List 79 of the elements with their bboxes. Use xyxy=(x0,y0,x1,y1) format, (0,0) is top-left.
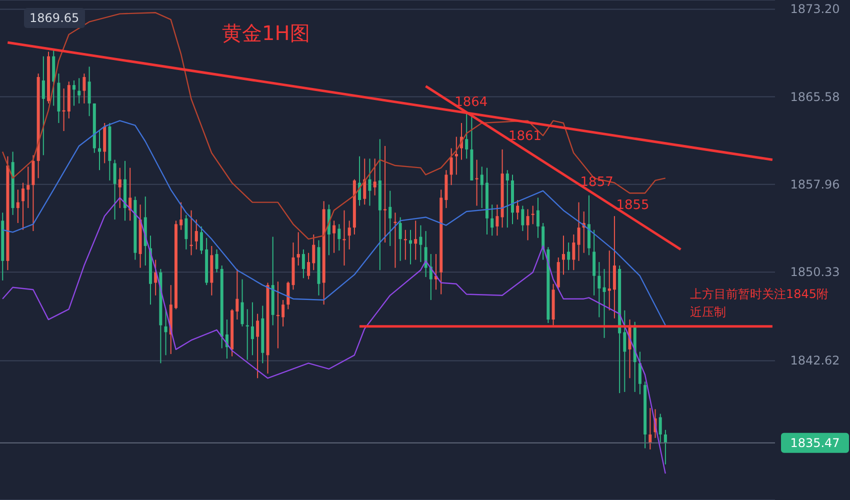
candlestick xyxy=(180,202,183,230)
candlestick xyxy=(526,208,530,241)
annotation: 1869.65 xyxy=(24,8,86,28)
y-tick-label: 1850.33 xyxy=(790,265,840,280)
candlestick xyxy=(664,429,667,465)
candlestick xyxy=(286,281,290,310)
candlestick xyxy=(598,262,601,318)
candlestick xyxy=(42,56,45,156)
candlestick xyxy=(282,300,285,327)
candlestick xyxy=(82,73,86,104)
candlestick xyxy=(648,408,652,450)
candlestick xyxy=(424,230,428,278)
candlestick xyxy=(577,202,580,262)
y-tick-label: 1857.96 xyxy=(790,177,840,192)
candlestick xyxy=(496,204,499,236)
candlestick xyxy=(22,182,25,230)
candlestick xyxy=(475,159,478,206)
candlestick xyxy=(363,158,366,206)
candlestick xyxy=(154,259,158,296)
candlestick xyxy=(373,158,376,196)
candlestick xyxy=(465,113,468,160)
candlestick xyxy=(88,66,91,117)
candlestick xyxy=(480,166,484,209)
candlestick xyxy=(454,136,458,176)
candlestick xyxy=(388,190,392,246)
candlestick xyxy=(490,204,494,236)
line-series xyxy=(2,12,666,240)
candlestick xyxy=(638,351,642,395)
candlestick xyxy=(26,166,30,209)
candlestick xyxy=(312,234,316,271)
candlestick xyxy=(200,226,203,255)
annotation: 1857 xyxy=(580,175,614,190)
candlestick xyxy=(516,200,520,220)
candlestick xyxy=(296,232,300,266)
candlestick xyxy=(398,216,402,262)
annotation: 1864 xyxy=(454,94,488,110)
candlestick xyxy=(332,220,336,254)
candlestick xyxy=(72,80,76,106)
candlestick xyxy=(368,158,372,206)
candlestick xyxy=(240,278,244,327)
candlestick xyxy=(307,252,310,280)
line-series xyxy=(2,120,666,326)
candlestick xyxy=(602,268,606,338)
candlestick xyxy=(384,145,387,244)
candlestick xyxy=(194,219,198,250)
candlestick xyxy=(338,224,341,252)
candlestick xyxy=(118,167,122,209)
text: 黄金1H图 xyxy=(222,20,310,47)
candlestick xyxy=(409,229,412,265)
candlestick xyxy=(567,242,570,271)
y-tick-label: 1873.20 xyxy=(790,2,840,16)
annotation: 1861 xyxy=(508,129,542,144)
candlestick xyxy=(623,310,626,392)
candlestick xyxy=(506,170,509,228)
candlestick xyxy=(572,234,576,271)
candlestick xyxy=(16,189,20,224)
line-series xyxy=(2,197,666,474)
candlestick xyxy=(414,220,418,260)
y-tick-label: 1865.58 xyxy=(790,90,840,104)
y-tick-label: 1842.62 xyxy=(790,354,840,368)
candlestick xyxy=(348,220,351,250)
y-tick-label: 1835.47 xyxy=(790,436,840,450)
candlestick xyxy=(419,224,422,263)
annotation: 1855 xyxy=(616,198,650,214)
candlestick xyxy=(78,78,81,104)
annotation: 上方目前暂时关注1845附近压制 xyxy=(690,286,830,321)
candlestick xyxy=(236,268,239,320)
candlestick xyxy=(250,302,254,356)
candlestick xyxy=(658,413,662,444)
candlestick xyxy=(450,148,453,186)
candlestick xyxy=(302,248,305,279)
candlestick xyxy=(521,205,524,232)
candlestick xyxy=(215,248,218,273)
candlestick xyxy=(608,250,611,311)
candlestick xyxy=(113,159,116,220)
candlestick xyxy=(536,197,540,238)
candlestick xyxy=(256,313,260,379)
candlestick xyxy=(562,235,565,276)
candlestick xyxy=(184,214,188,250)
